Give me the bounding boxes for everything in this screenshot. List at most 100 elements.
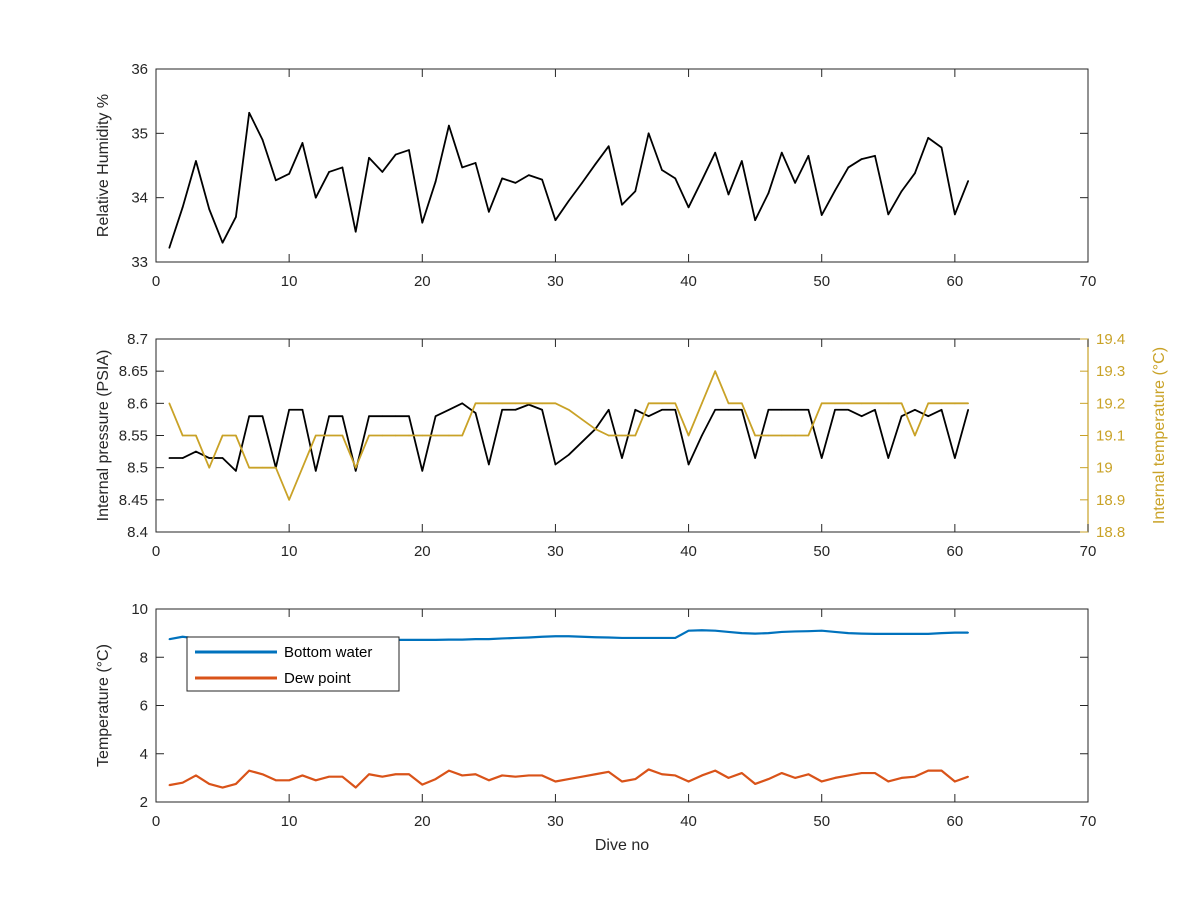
x-tick-label: 10 (281, 543, 298, 560)
data-point (341, 434, 344, 437)
data-point (341, 166, 344, 169)
data-point (554, 635, 557, 638)
data-point (314, 779, 317, 782)
data-point (714, 629, 716, 632)
x-tick-label: 70 (1080, 543, 1097, 560)
data-point (820, 214, 823, 216)
data-point (834, 408, 836, 411)
data-point (621, 637, 623, 639)
data-point (208, 783, 211, 785)
data-point (954, 780, 956, 783)
data-point (501, 177, 503, 180)
x-tick-label: 30 (547, 543, 564, 560)
data-point (221, 434, 224, 437)
data-point (394, 153, 397, 156)
data-point (927, 769, 930, 772)
data-point (421, 639, 424, 641)
data-point (767, 632, 770, 634)
data-point (860, 415, 863, 418)
data-point (701, 629, 703, 632)
data-point (834, 631, 836, 633)
data-point (168, 402, 171, 405)
data-point (594, 428, 597, 430)
data-point (874, 772, 876, 774)
data-point (967, 631, 969, 634)
data-point (780, 772, 783, 774)
data-point (687, 434, 690, 437)
data-point (820, 457, 823, 459)
data-point (900, 190, 903, 193)
data-point (914, 633, 916, 635)
data-point (967, 775, 969, 778)
y-tick-label: 8.65 (119, 363, 148, 380)
y2-tick-label: 19 (1096, 460, 1113, 477)
data-point (780, 631, 783, 633)
data-point (288, 499, 290, 501)
data-point (914, 172, 916, 175)
data-point (514, 775, 517, 778)
data-point (860, 402, 863, 405)
data-point (900, 777, 903, 779)
data-point (834, 189, 836, 192)
y-tick-label: 36 (131, 61, 148, 78)
data-point (181, 457, 184, 459)
data-point (301, 408, 304, 411)
data-point (727, 777, 730, 779)
data-point (754, 457, 756, 459)
data-point (434, 180, 437, 183)
data-point (647, 132, 650, 135)
data-point (674, 408, 677, 411)
y-tick-label: 6 (140, 698, 148, 715)
data-point (594, 163, 597, 166)
data-point (581, 182, 583, 184)
data-point (874, 633, 876, 635)
data-point (701, 434, 703, 437)
data-point (181, 434, 184, 437)
data-point (714, 769, 716, 772)
y-tick-label: 8.6 (127, 395, 148, 412)
data-point (314, 196, 317, 199)
data-point (967, 180, 969, 182)
data-point (634, 190, 637, 193)
data-point (554, 219, 557, 221)
legend-label: Dew point (284, 670, 352, 687)
data-point (807, 408, 810, 411)
data-point (328, 415, 330, 418)
data-point (621, 203, 623, 206)
x-tick-label: 30 (547, 273, 564, 290)
data-point (927, 415, 930, 418)
data-point (421, 221, 424, 224)
y-axis-title: Relative Humidity % (95, 94, 112, 237)
data-point (181, 781, 184, 784)
data-point (727, 408, 730, 411)
data-point (567, 454, 570, 456)
data-point (794, 630, 796, 633)
data-point (488, 638, 490, 640)
data-point (541, 408, 543, 411)
legend-label: Bottom water (284, 644, 372, 661)
data-point (661, 408, 663, 411)
y-tick-label: 8.5 (127, 460, 148, 477)
data-point (461, 774, 464, 777)
data-point (687, 463, 690, 466)
data-point (820, 780, 823, 783)
data-point (754, 434, 756, 437)
data-point (248, 466, 250, 469)
data-point (621, 780, 623, 783)
data-point (687, 629, 690, 632)
data-point (354, 786, 357, 789)
x-tick-label: 60 (947, 813, 964, 830)
y2-tick-label: 18.8 (1096, 524, 1125, 541)
data-point (767, 408, 770, 411)
data-point (328, 775, 330, 778)
x-tick-label: 50 (813, 813, 830, 830)
data-point (554, 780, 557, 783)
data-point (727, 193, 730, 196)
data-point (940, 408, 943, 411)
data-point (261, 138, 264, 141)
data-point (488, 402, 490, 405)
data-point (275, 466, 277, 469)
y2-tick-label: 19.1 (1096, 428, 1125, 445)
data-point (554, 402, 557, 405)
data-point (208, 466, 211, 469)
